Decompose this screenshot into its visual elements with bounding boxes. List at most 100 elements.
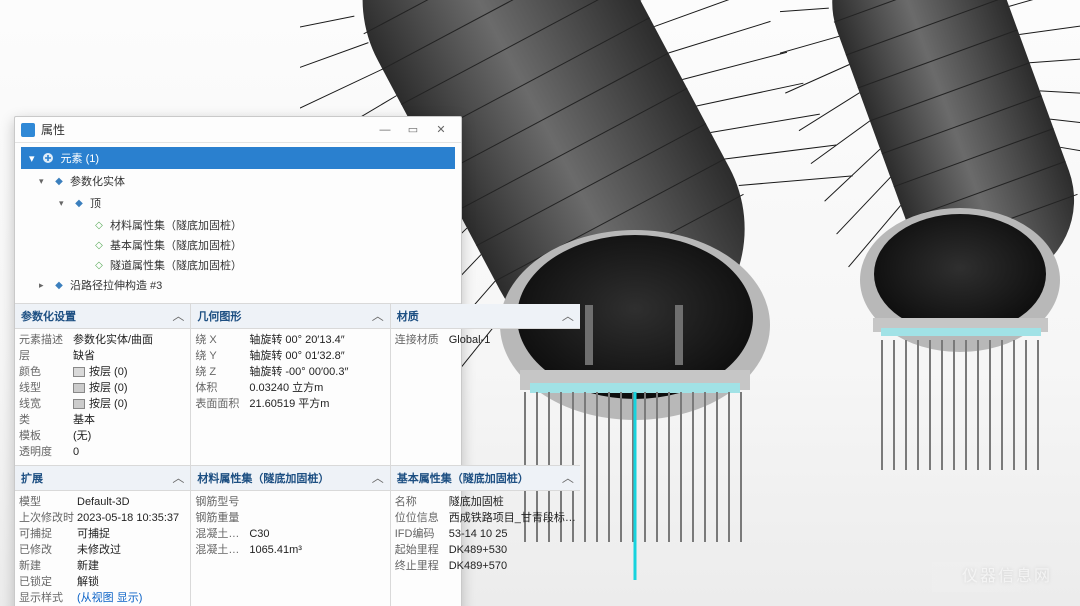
collapse-icon[interactable]: ︿	[562, 472, 574, 484]
prop-value: 未修改过	[77, 543, 186, 557]
window-title: 属性	[41, 121, 371, 138]
tree-node-top[interactable]: ▾ ◆ 顶	[59, 193, 455, 213]
prop-row[interactable]: 新建新建	[19, 558, 186, 574]
panel-baseset: 基本属性集（隧底加固桩）︿ 名称隧底加固桩位位信息西成铁路项目_甘青段标…IFD…	[391, 466, 580, 606]
prop-value: 0	[73, 445, 186, 459]
caret-down-icon: ▾	[39, 176, 49, 187]
prop-row[interactable]: 已修改未修改过	[19, 542, 186, 558]
prop-row[interactable]: 类基本	[19, 412, 186, 428]
prop-value: 解锁	[77, 575, 186, 589]
properties-window[interactable]: 属性 — ▭ ✕ ▾ 元素 (1) ▾ ◆ 参数化实体 ▾ ◆ 顶	[14, 116, 462, 606]
min-button[interactable]: —	[371, 120, 399, 140]
prop-row[interactable]: 已锁定解锁	[19, 574, 186, 590]
prop-row[interactable]: 层缺省	[19, 348, 186, 364]
prop-row[interactable]: 显示样式(从视图 显示)	[19, 590, 186, 606]
watermark: 仪器信息网	[962, 562, 1052, 586]
prop-value: 参数化实体/曲面	[73, 333, 186, 347]
prop-row[interactable]: 透明度0	[19, 444, 186, 460]
panel-title: 扩展	[21, 470, 43, 486]
prop-row[interactable]: 模板(无)	[19, 428, 186, 444]
cube-icon: ◇	[93, 239, 105, 251]
prop-key: 已锁定	[19, 575, 77, 589]
close-button[interactable]: ✕	[427, 120, 455, 140]
prop-row[interactable]: 上次修改时2023-05-18 10:35:37	[19, 510, 186, 526]
prop-row[interactable]: 连接材质Global-1	[395, 332, 576, 348]
collapse-icon[interactable]: ︿	[372, 310, 384, 322]
prop-row[interactable]: 线型按层 (0)	[19, 380, 186, 396]
panel-body: 元素描述参数化实体/曲面层缺省颜色按层 (0)线型按层 (0)线宽按层 (0)类…	[15, 329, 190, 465]
panel-title: 材料属性集（隧底加固桩）	[197, 470, 329, 486]
prop-key: 钢筋型号	[195, 495, 249, 509]
prop-row[interactable]: 绕 X轴旋转 00° 20′13.4″	[195, 332, 385, 348]
panel-body: 绕 X轴旋转 00° 20′13.4″绕 Y轴旋转 00° 01′32.8″绕 …	[191, 329, 389, 417]
panel-title: 参数化设置	[21, 308, 76, 324]
prop-key: 新建	[19, 559, 77, 573]
prop-key: 层	[19, 349, 73, 363]
prop-row[interactable]: 模型Default-3D	[19, 494, 186, 510]
prop-value: 轴旋转 -00° 00′00.3″	[249, 365, 385, 379]
prop-key: 模型	[19, 495, 77, 509]
titlebar[interactable]: 属性 — ▭ ✕	[15, 117, 461, 143]
prop-value	[249, 495, 385, 509]
panel-body: 钢筋型号钢筋重量混凝土强度C30混凝土数量1065.41m³	[191, 491, 389, 563]
prop-row[interactable]: 混凝土强度C30	[195, 526, 385, 542]
prop-key: 混凝土强度	[195, 527, 249, 541]
prop-row[interactable]: 体积0.03240 立方m	[195, 380, 385, 396]
prop-key: 位位信息	[395, 511, 449, 525]
prop-row[interactable]: 颜色按层 (0)	[19, 364, 186, 380]
panel-body: 名称隧底加固桩位位信息西成铁路项目_甘青段标…IFD编码53-14 10 25起…	[391, 491, 580, 579]
panel-body: 模型Default-3D上次修改时2023-05-18 10:35:37可捕捉可…	[15, 491, 190, 606]
prop-key: 线宽	[19, 397, 73, 411]
prop-key: 显示样式	[19, 591, 77, 605]
prop-key: 起始里程	[395, 543, 449, 557]
panel-title: 材质	[397, 308, 419, 324]
collapse-icon[interactable]: ︿	[562, 310, 574, 322]
tree-leaf-base-set[interactable]: ◇ 基本属性集（隧底加固桩）	[79, 235, 455, 255]
prop-value: 西成铁路项目_甘青段标…	[449, 511, 576, 525]
prop-row[interactable]: 元素描述参数化实体/曲面	[19, 332, 186, 348]
prop-row[interactable]: 位位信息西成铁路项目_甘青段标…	[395, 510, 576, 526]
prop-value: DK489+570	[449, 559, 576, 573]
group-icon: ◆	[73, 197, 85, 209]
node-label: 沿路径拉伸构造 #3	[70, 277, 162, 293]
tree-leaf-tunnel-set[interactable]: ◇ 隧道属性集（隧底加固桩）	[79, 255, 455, 275]
prop-row[interactable]: 起始里程DK489+530	[395, 542, 576, 558]
prop-value: 轴旋转 00° 01′32.8″	[249, 349, 385, 363]
prop-row[interactable]: 钢筋型号	[195, 494, 385, 510]
tree-node-param-entity[interactable]: ▾ ◆ 参数化实体	[39, 171, 455, 191]
prop-value: 0.03240 立方m	[249, 381, 385, 395]
tree-leaf-material-set[interactable]: ◇ 材料属性集（隧底加固桩）	[79, 215, 455, 235]
prop-key: IFD编码	[395, 527, 449, 541]
prop-row[interactable]: 混凝土数量1065.41m³	[195, 542, 385, 558]
prop-value: 53-14 10 25	[449, 527, 576, 541]
prop-row[interactable]: 线宽按层 (0)	[19, 396, 186, 412]
prop-row[interactable]: 可捕捉可捕捉	[19, 526, 186, 542]
prop-row[interactable]: 钢筋重量	[195, 510, 385, 526]
element-icon	[41, 151, 55, 165]
prop-value: 2023-05-18 10:35:37	[77, 511, 186, 525]
node-label: 隧道属性集（隧底加固桩）	[110, 257, 242, 273]
prop-value: C30	[249, 527, 385, 541]
prop-key: 绕 Z	[195, 365, 249, 379]
node-label: 参数化实体	[70, 173, 125, 189]
collapse-icon[interactable]: ︿	[172, 310, 184, 322]
prop-row[interactable]: 名称隧底加固桩	[395, 494, 576, 510]
collapse-icon[interactable]: ︿	[372, 472, 384, 484]
prop-key: 名称	[395, 495, 449, 509]
collapse-icon[interactable]: ︿	[172, 472, 184, 484]
tree-root[interactable]: ▾ 元素 (1)	[21, 147, 455, 169]
prop-value: 按层 (0)	[73, 365, 186, 379]
prop-value: 21.60519 平方m	[249, 397, 385, 411]
tree-node-extrude[interactable]: ▸ ◆ 沿路径拉伸构造 #3	[39, 275, 455, 295]
node-label: 基本属性集（隧底加固桩）	[110, 237, 242, 253]
panel-title: 几何图形	[197, 308, 241, 324]
prop-row[interactable]: IFD编码53-14 10 25	[395, 526, 576, 542]
prop-row[interactable]: 绕 Y轴旋转 00° 01′32.8″	[195, 348, 385, 364]
max-button[interactable]: ▭	[399, 120, 427, 140]
prop-value: (无)	[73, 429, 186, 443]
prop-row[interactable]: 终止里程DK489+570	[395, 558, 576, 574]
element-tree[interactable]: ▾ 元素 (1) ▾ ◆ 参数化实体 ▾ ◆ 顶	[15, 143, 461, 303]
prop-row[interactable]: 绕 Z轴旋转 -00° 00′00.3″	[195, 364, 385, 380]
prop-key: 模板	[19, 429, 73, 443]
prop-row[interactable]: 表面面积21.60519 平方m	[195, 396, 385, 412]
